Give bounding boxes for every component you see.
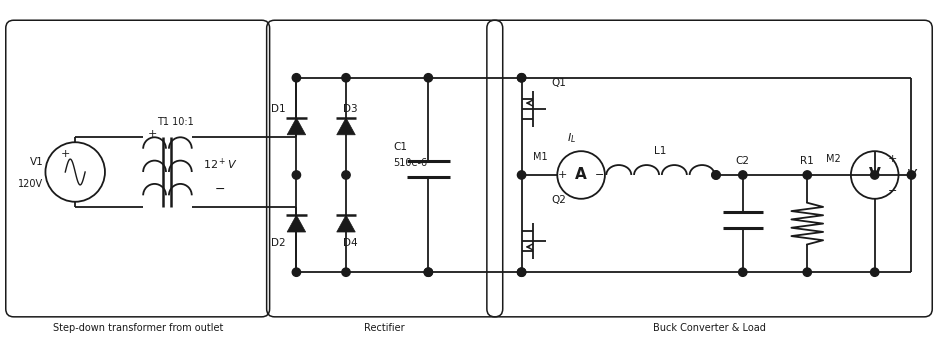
Circle shape: [424, 73, 433, 82]
Circle shape: [870, 268, 879, 276]
Text: +: +: [888, 154, 898, 164]
Text: L1: L1: [654, 146, 667, 156]
Circle shape: [517, 268, 526, 276]
Text: +: +: [147, 129, 157, 139]
Circle shape: [342, 171, 350, 179]
Polygon shape: [337, 215, 355, 232]
Text: A: A: [576, 167, 587, 183]
Circle shape: [342, 268, 350, 276]
Text: $12^+V$: $12^+V$: [203, 156, 238, 172]
Text: Q1: Q1: [551, 78, 566, 88]
Text: D1: D1: [271, 104, 285, 114]
Text: +: +: [61, 149, 70, 159]
Text: D4: D4: [343, 238, 357, 248]
Circle shape: [712, 171, 720, 179]
Text: M2: M2: [826, 154, 841, 164]
Polygon shape: [287, 215, 306, 232]
Text: Q2: Q2: [551, 195, 566, 205]
Text: Buck Converter & Load: Buck Converter & Load: [654, 323, 766, 333]
Text: D3: D3: [343, 104, 357, 114]
Circle shape: [870, 171, 879, 179]
Circle shape: [342, 73, 350, 82]
Text: V1: V1: [30, 157, 43, 167]
Text: −: −: [215, 183, 225, 196]
Text: R1: R1: [800, 156, 814, 166]
Circle shape: [803, 268, 811, 276]
Circle shape: [292, 171, 300, 179]
Circle shape: [739, 268, 747, 276]
Circle shape: [292, 268, 300, 276]
Text: −: −: [888, 186, 898, 196]
Text: Step-down transformer from outlet: Step-down transformer from outlet: [53, 323, 223, 333]
Text: Rectifier: Rectifier: [364, 323, 405, 333]
Text: V: V: [869, 167, 881, 183]
Circle shape: [517, 73, 526, 82]
Circle shape: [712, 171, 720, 179]
Text: +: +: [558, 170, 567, 180]
Circle shape: [292, 73, 300, 82]
Text: T1 10:1: T1 10:1: [157, 117, 193, 127]
Text: D2: D2: [271, 238, 285, 248]
Text: C2: C2: [736, 156, 749, 166]
Circle shape: [424, 268, 433, 276]
Text: $I_L$: $I_L$: [566, 131, 576, 145]
Circle shape: [803, 171, 811, 179]
Circle shape: [517, 73, 526, 82]
Text: $V$: $V$: [906, 168, 918, 182]
Text: M1: M1: [532, 152, 547, 162]
Text: 510e-6: 510e-6: [393, 158, 428, 168]
Circle shape: [739, 171, 747, 179]
Text: C1: C1: [393, 142, 408, 152]
Text: −: −: [595, 170, 605, 180]
Polygon shape: [287, 118, 306, 135]
Circle shape: [517, 268, 526, 276]
Polygon shape: [337, 118, 355, 135]
Text: 120V: 120V: [19, 179, 43, 189]
Circle shape: [517, 171, 526, 179]
Circle shape: [424, 268, 433, 276]
Circle shape: [907, 171, 916, 179]
